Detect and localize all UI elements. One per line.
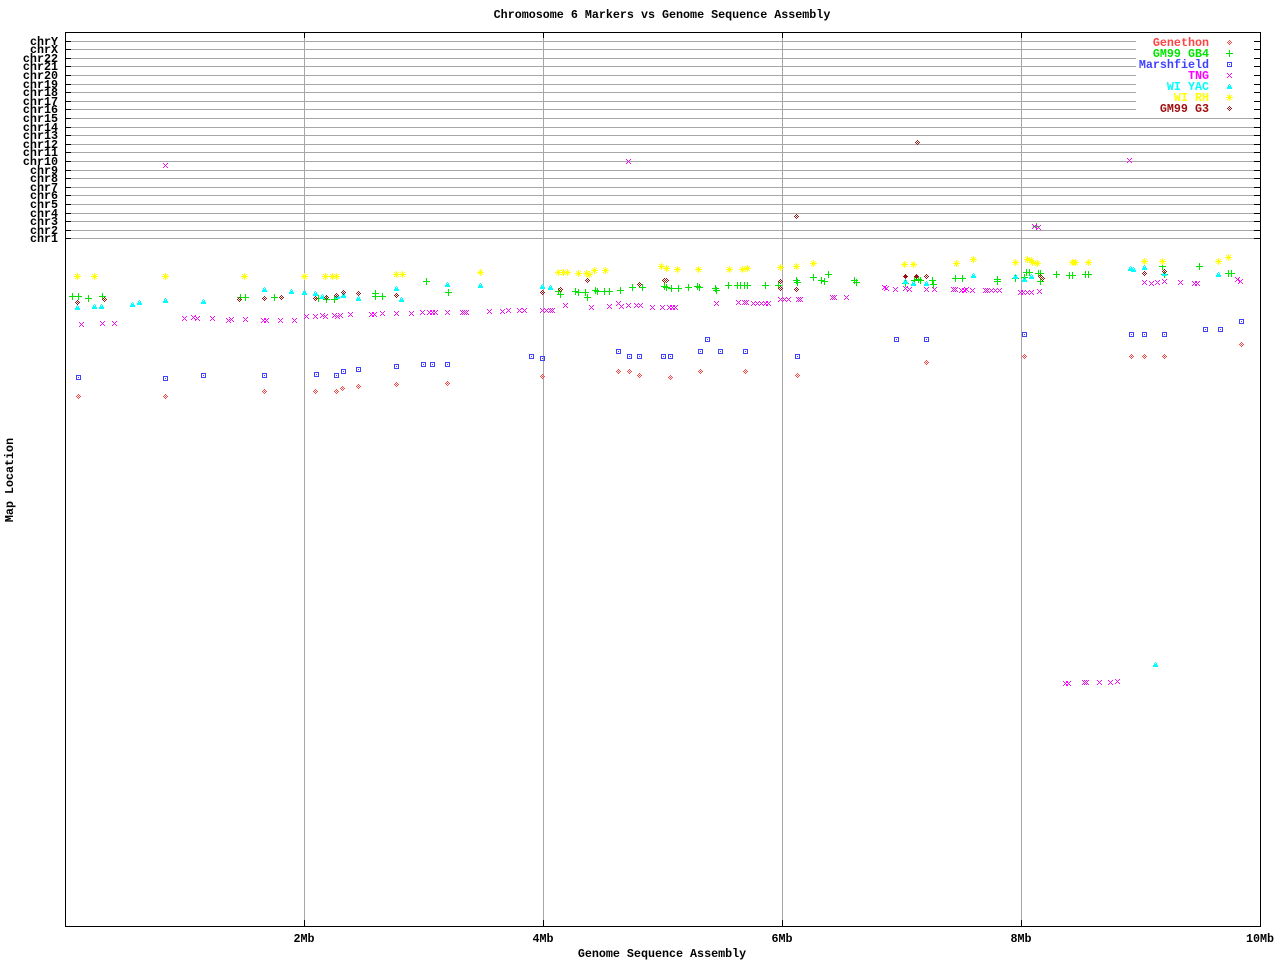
svg-text:GM99 G3: GM99 G3 bbox=[1160, 102, 1209, 116]
svg-text:chr9: chr9 bbox=[30, 164, 58, 178]
svg-text:WI YAC: WI YAC bbox=[1167, 80, 1209, 94]
svg-text:chr20: chr20 bbox=[23, 69, 58, 83]
svg-text:10Mb: 10Mb bbox=[1246, 932, 1274, 946]
svg-text:chrX: chrX bbox=[30, 43, 59, 57]
svg-text:chr4: chr4 bbox=[30, 207, 58, 221]
svg-text:WI RH: WI RH bbox=[1174, 91, 1209, 105]
svg-text:chr18: chr18 bbox=[23, 86, 58, 100]
svg-text:chrY: chrY bbox=[30, 35, 58, 49]
svg-text:chr21: chr21 bbox=[23, 60, 58, 74]
svg-text:Chromosome 6 Markers vs Genome: Chromosome 6 Markers vs Genome Sequence … bbox=[494, 8, 831, 22]
svg-text:4Mb: 4Mb bbox=[532, 932, 553, 946]
svg-text:2Mb: 2Mb bbox=[293, 932, 314, 946]
svg-text:chr11: chr11 bbox=[23, 146, 58, 160]
svg-text:chr13: chr13 bbox=[23, 129, 58, 143]
svg-text:6Mb: 6Mb bbox=[771, 932, 792, 946]
svg-text:chr14: chr14 bbox=[23, 121, 58, 135]
svg-text:chr10: chr10 bbox=[23, 155, 58, 169]
svg-text:TNG: TNG bbox=[1188, 69, 1209, 83]
svg-text:chr17: chr17 bbox=[23, 95, 58, 109]
svg-text:chr15: chr15 bbox=[23, 112, 58, 126]
svg-text:chr3: chr3 bbox=[30, 215, 58, 229]
svg-text:Genome Sequence Assembly: Genome Sequence Assembly bbox=[578, 947, 746, 960]
svg-text:Marshfield: Marshfield bbox=[1139, 58, 1209, 72]
svg-text:chr19: chr19 bbox=[23, 78, 58, 92]
svg-text:chr12: chr12 bbox=[23, 138, 58, 152]
svg-text:chr7: chr7 bbox=[30, 181, 58, 195]
svg-text:chr8: chr8 bbox=[30, 172, 58, 186]
svg-text:chr1: chr1 bbox=[30, 232, 58, 246]
svg-text:8Mb: 8Mb bbox=[1010, 932, 1031, 946]
svg-text:chr6: chr6 bbox=[30, 189, 58, 203]
svg-text:Genethon: Genethon bbox=[1153, 36, 1209, 50]
svg-text:GM99 GB4: GM99 GB4 bbox=[1153, 47, 1209, 61]
svg-text:chr2: chr2 bbox=[30, 224, 58, 238]
svg-text:chr5: chr5 bbox=[30, 198, 58, 212]
svg-text:chr22: chr22 bbox=[23, 52, 58, 66]
svg-text:Map Location: Map Location bbox=[3, 438, 17, 522]
svg-text:chr16: chr16 bbox=[23, 103, 58, 117]
